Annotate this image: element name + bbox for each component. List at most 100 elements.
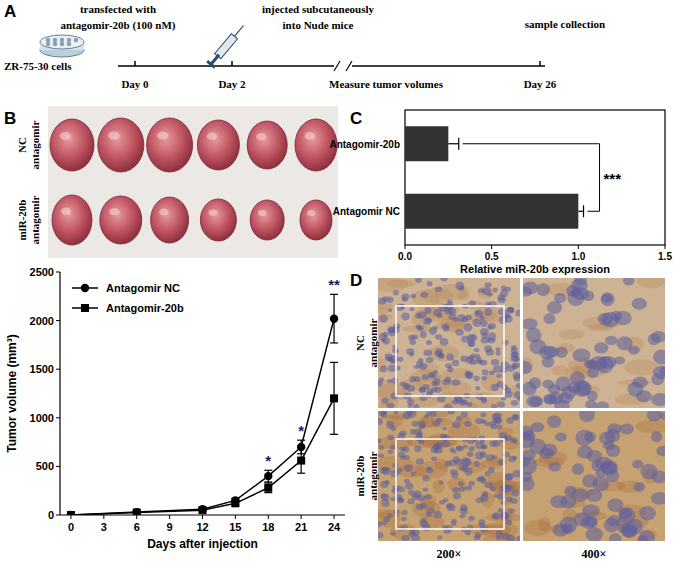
y-tick [56, 515, 60, 516]
line-chart: 0500100015002000250003691215182124Days a… [5, 266, 345, 551]
panel-label: B [4, 109, 16, 128]
nucleus [493, 494, 498, 498]
nucleus [523, 457, 537, 475]
nucleus [411, 471, 416, 476]
legend-label: Antagomir-20b [106, 302, 184, 314]
nucleus [513, 372, 520, 380]
nucleus [481, 376, 487, 381]
stroma [461, 392, 500, 408]
inset-box [396, 306, 504, 396]
nucleus [464, 323, 473, 332]
nucleus [452, 399, 460, 405]
timeline-tick [539, 61, 541, 66]
tumor [147, 118, 193, 172]
nucleus [496, 351, 501, 356]
nucleus [523, 426, 533, 438]
nucleus [448, 411, 455, 414]
row-label-line: antagomir [367, 318, 379, 367]
marker [231, 499, 239, 507]
nucleus [431, 381, 438, 386]
nucleus [385, 357, 392, 362]
timeline: ZR-75-30 cellsDay 0transfected withantag… [4, 3, 605, 90]
x-tick-label: 6 [134, 521, 140, 533]
stroma [499, 436, 520, 450]
error-cap [330, 342, 338, 343]
nucleus [491, 404, 498, 408]
y-axis [59, 272, 60, 515]
nucleus [482, 288, 491, 295]
nucleus [417, 326, 423, 331]
nucleus [504, 485, 510, 490]
bracket-arm [463, 143, 600, 144]
dish-cell [60, 42, 64, 46]
stroma [435, 284, 470, 300]
ihc-background [523, 278, 665, 408]
error-cap [297, 447, 305, 448]
nucleus [512, 440, 517, 444]
nucleus [632, 298, 647, 310]
x-tick-label: 3 [101, 521, 107, 533]
tumor [200, 199, 236, 241]
nucleus [564, 486, 576, 496]
nucleus [607, 498, 623, 512]
timeline-tick [231, 61, 233, 66]
nucleus [485, 282, 492, 287]
nucleus [457, 314, 465, 322]
plot-frame [405, 110, 665, 245]
nucleus [487, 325, 492, 330]
nucleus [605, 336, 618, 345]
nucleus [397, 498, 404, 504]
y-tick [56, 320, 60, 321]
nucleus [484, 345, 492, 352]
ihc-panel: 200×400×NCantagomirmiR-20bantagomir [354, 273, 671, 561]
significance: *** [604, 170, 622, 187]
x-tick-label: 0.5 [485, 251, 499, 262]
nucleus [484, 422, 490, 426]
nucleus [501, 285, 507, 290]
nucleus [605, 429, 620, 443]
nucleus [481, 444, 487, 449]
nucleus [474, 348, 480, 352]
tumor [300, 200, 332, 240]
nucleus [508, 509, 515, 514]
nucleus [632, 460, 643, 469]
x-tick [103, 515, 104, 519]
row-label-line: antagomir [29, 120, 41, 169]
nucleus [452, 421, 461, 429]
ihc-image [378, 411, 520, 541]
dish-cell [53, 38, 57, 42]
nucleus [502, 340, 508, 346]
nucleus [512, 489, 520, 496]
nucleus [412, 493, 420, 500]
x-axis-label: Days after injection [147, 537, 258, 551]
series-line [71, 398, 334, 515]
bracket-spine [599, 144, 600, 212]
nucleus [584, 360, 595, 368]
tumor-highlight [61, 208, 71, 216]
panel-label: D [350, 271, 362, 290]
interval-label: Measure tumor volumes [329, 78, 444, 90]
nucleus [407, 399, 414, 405]
error-cap [330, 434, 338, 435]
y-tick-label: 1500 [30, 363, 54, 375]
nucleus [515, 310, 520, 317]
nucleus [388, 450, 394, 454]
nucleus [442, 441, 450, 447]
nucleus [393, 290, 399, 296]
nucleus [423, 350, 432, 357]
tumor [247, 121, 287, 169]
nucleus [456, 416, 462, 421]
tumor-highlight [258, 210, 267, 216]
nucleus [449, 459, 457, 466]
x-tick-label: 0 [68, 521, 74, 533]
nucleus [404, 383, 409, 388]
nucleus [656, 446, 665, 457]
series-line [71, 319, 334, 515]
nucleus [465, 371, 471, 376]
nucleus [488, 332, 497, 341]
background [0, 0, 685, 577]
tumor-photo: NCantagomirmiR-20bantagomir [16, 106, 339, 258]
nucleus [392, 463, 398, 468]
nucleus [659, 412, 665, 420]
nucleus [526, 395, 543, 407]
